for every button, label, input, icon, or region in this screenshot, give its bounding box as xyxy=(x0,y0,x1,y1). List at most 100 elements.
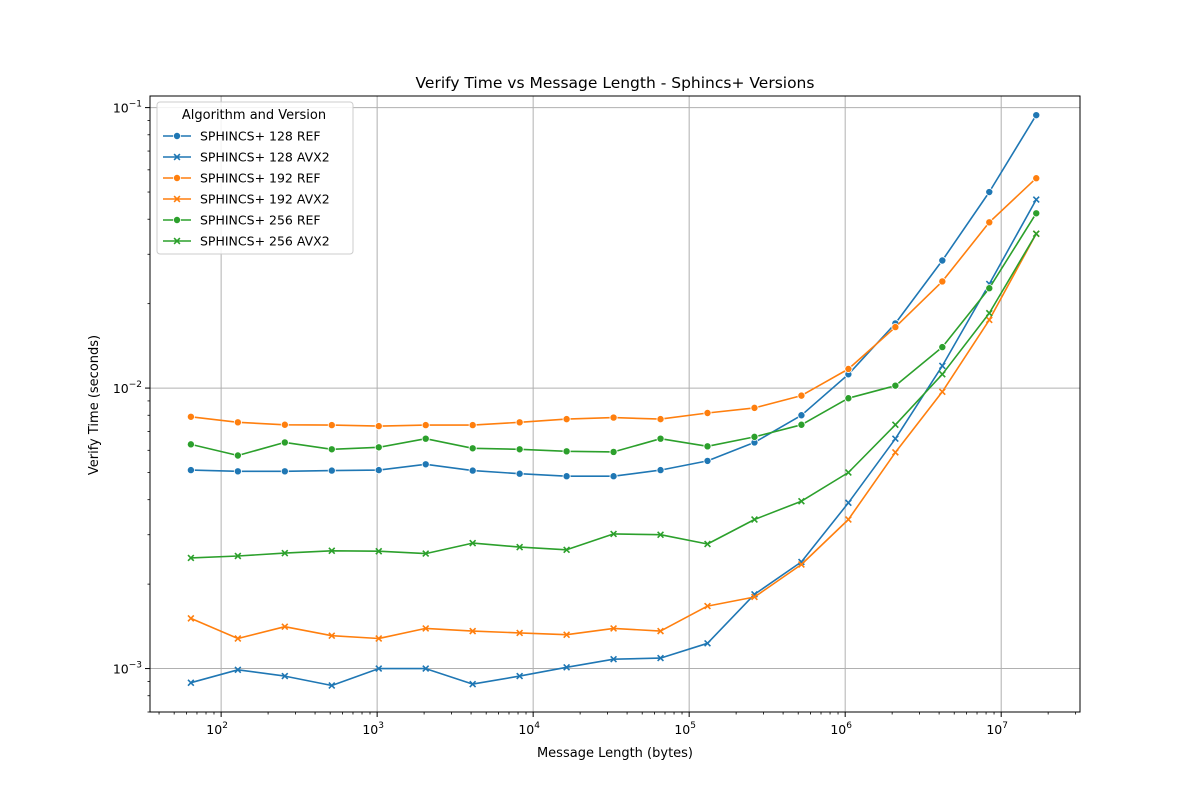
data-point xyxy=(985,218,994,227)
series-6 xyxy=(187,230,1040,562)
data-point xyxy=(469,539,477,547)
y-tick-base: 10 xyxy=(113,101,129,116)
data-point xyxy=(704,639,711,647)
data-point xyxy=(1032,174,1041,183)
legend-label: SPHINCS+ 128 AVX2 xyxy=(200,150,330,165)
plot-frame xyxy=(149,95,1081,713)
data-point xyxy=(703,456,712,465)
y-tick-exponent: −1 xyxy=(129,100,142,110)
data-point xyxy=(187,679,195,687)
x-tick-base: 10 xyxy=(674,722,690,737)
data-point xyxy=(281,672,289,680)
data-point xyxy=(234,635,242,642)
data-point xyxy=(468,444,477,453)
data-point xyxy=(516,629,524,637)
data-point xyxy=(375,547,383,555)
data-point xyxy=(562,472,571,481)
data-point xyxy=(375,635,383,642)
legend-marker xyxy=(172,173,181,182)
data-point xyxy=(422,624,430,632)
data-point xyxy=(609,413,618,422)
x-tick-label: 103 xyxy=(362,721,384,737)
x-tick-base: 10 xyxy=(830,722,846,737)
data-point xyxy=(233,451,242,460)
legend-label: SPHINCS+ 192 AVX2 xyxy=(200,192,330,207)
y-tick-base: 10 xyxy=(113,662,129,677)
data-point xyxy=(656,434,665,443)
data-point xyxy=(515,445,524,454)
legend: Algorithm and Version SPHINCS+ 128 REFSP… xyxy=(156,101,354,255)
series-5 xyxy=(186,209,1041,460)
y-axis-label: Verify Time (seconds) xyxy=(87,335,102,475)
legend-label: SPHINCS+ 192 REF xyxy=(200,171,321,186)
legend-label: SPHINCS+ 256 AVX2 xyxy=(200,234,330,249)
legend-marker xyxy=(173,153,181,161)
data-point xyxy=(374,422,383,431)
data-point xyxy=(750,516,758,523)
data-point xyxy=(186,466,195,475)
data-point xyxy=(563,663,571,671)
legend-entry: SPHINCS+ 192 REF xyxy=(163,171,321,186)
x-tick-base: 10 xyxy=(986,722,1002,737)
x-tick-exponent: 5 xyxy=(690,721,696,731)
x-tick-exponent: 3 xyxy=(378,721,384,731)
data-point xyxy=(985,188,994,197)
x-tick-label: 106 xyxy=(830,721,852,737)
legend-box xyxy=(156,101,354,255)
data-point xyxy=(186,440,195,449)
x-tick-label: 104 xyxy=(518,721,540,737)
x-tick-label: 102 xyxy=(206,721,228,737)
data-point xyxy=(703,408,712,417)
data-point xyxy=(281,623,289,631)
legend-marker xyxy=(173,195,181,203)
data-point xyxy=(1032,230,1040,238)
data-point xyxy=(515,418,524,427)
data-point xyxy=(750,593,758,601)
data-point xyxy=(422,665,430,673)
data-point xyxy=(186,412,195,421)
data-point xyxy=(327,421,336,430)
data-point xyxy=(797,558,805,566)
legend-marker xyxy=(172,215,181,224)
data-point xyxy=(797,420,806,429)
data-point xyxy=(468,421,477,430)
x-tick-exponent: 6 xyxy=(846,721,852,731)
chart-title: Verify Time vs Message Length - Sphincs+… xyxy=(416,74,815,92)
data-point xyxy=(562,415,571,424)
data-point xyxy=(938,362,946,370)
data-point xyxy=(797,411,806,420)
series-layer xyxy=(186,111,1041,689)
data-point xyxy=(938,256,947,265)
legend-entry: SPHINCS+ 128 REF xyxy=(163,129,321,144)
data-point xyxy=(844,516,852,523)
x-tick-base: 10 xyxy=(206,722,222,737)
data-point xyxy=(657,654,665,662)
data-point xyxy=(985,284,994,293)
data-point xyxy=(281,549,289,557)
data-point xyxy=(844,499,852,507)
x-tick-label: 107 xyxy=(986,721,1008,737)
legend-title: Algorithm and Version xyxy=(182,108,326,123)
legend-entries: SPHINCS+ 128 REF SPHINCS+ 128 AVX2 SPHINCS… xyxy=(163,129,330,249)
series-2 xyxy=(187,196,1040,689)
y-tick-label: 10−3 xyxy=(113,661,142,677)
data-point xyxy=(374,443,383,452)
data-point xyxy=(797,497,805,505)
data-point xyxy=(374,466,383,475)
data-point xyxy=(1032,111,1041,120)
data-point xyxy=(704,540,711,548)
y-tick-exponent: −3 xyxy=(129,661,142,671)
data-point xyxy=(938,343,947,352)
data-point xyxy=(516,672,524,680)
data-point xyxy=(562,447,571,456)
x-tick-exponent: 4 xyxy=(534,721,540,731)
data-point xyxy=(609,472,618,481)
data-point xyxy=(657,627,665,635)
data-point xyxy=(469,627,477,635)
data-point xyxy=(891,323,900,332)
data-point xyxy=(327,445,336,454)
data-point xyxy=(280,467,289,476)
data-point xyxy=(421,460,430,469)
legend-marker xyxy=(173,237,181,245)
data-point xyxy=(515,469,524,478)
